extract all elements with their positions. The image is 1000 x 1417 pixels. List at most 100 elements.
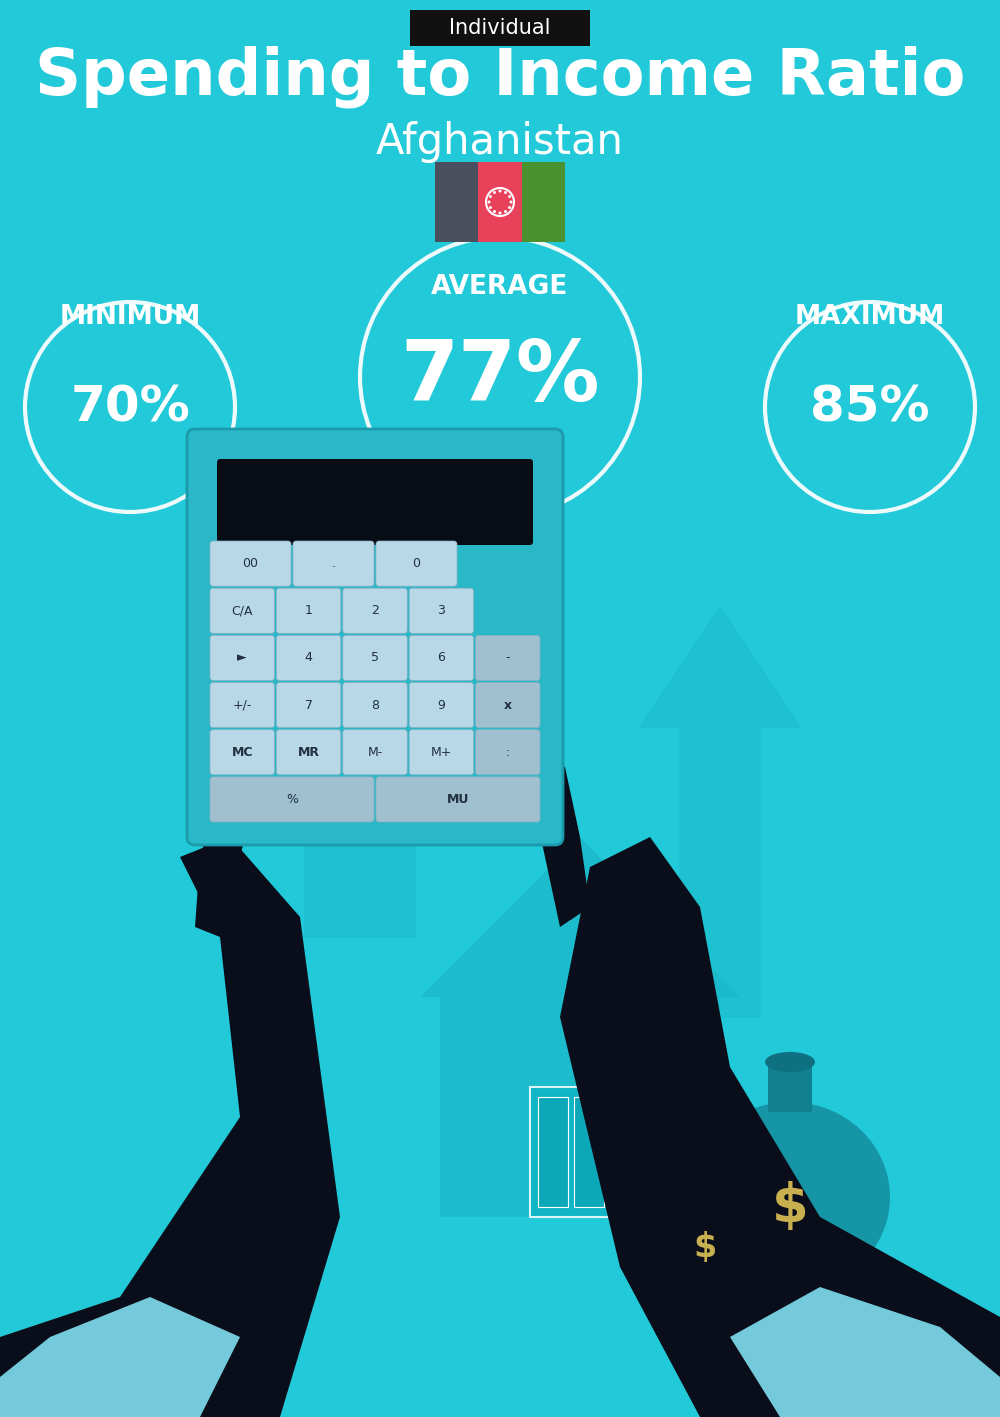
Text: Spending to Income Ratio: Spending to Income Ratio <box>35 45 965 108</box>
Bar <box>530 1087 610 1217</box>
Text: ►: ► <box>237 652 247 665</box>
Polygon shape <box>640 606 800 1017</box>
Bar <box>435 162 478 242</box>
Bar <box>574 1097 604 1207</box>
Circle shape <box>504 191 507 194</box>
Text: x: x <box>504 699 512 711</box>
Text: 3: 3 <box>437 604 445 618</box>
FancyBboxPatch shape <box>476 683 540 728</box>
FancyBboxPatch shape <box>343 588 407 633</box>
Text: MAXIMUM: MAXIMUM <box>795 305 945 330</box>
Ellipse shape <box>765 1051 815 1073</box>
Text: 8: 8 <box>371 699 379 711</box>
FancyBboxPatch shape <box>276 683 341 728</box>
FancyBboxPatch shape <box>210 541 291 587</box>
Bar <box>665 1237 855 1248</box>
Text: .: . <box>332 557 336 570</box>
Text: 1: 1 <box>305 604 313 618</box>
Polygon shape <box>195 707 260 937</box>
Bar <box>665 1285 855 1297</box>
Circle shape <box>489 205 492 208</box>
Text: $: $ <box>693 1230 717 1264</box>
Bar <box>410 10 590 45</box>
FancyBboxPatch shape <box>276 730 341 775</box>
FancyBboxPatch shape <box>409 635 474 680</box>
FancyBboxPatch shape <box>217 459 533 546</box>
Bar <box>768 1061 812 1112</box>
Text: +/-: +/- <box>233 699 252 711</box>
Circle shape <box>493 191 496 194</box>
Text: Afghanistan: Afghanistan <box>376 120 624 163</box>
Bar <box>640 877 680 947</box>
FancyBboxPatch shape <box>343 683 407 728</box>
Bar <box>684 1152 716 1187</box>
Polygon shape <box>0 837 340 1417</box>
FancyBboxPatch shape <box>210 777 374 822</box>
Text: AVERAGE: AVERAGE <box>431 273 569 300</box>
Circle shape <box>508 205 511 208</box>
Text: 6: 6 <box>437 652 445 665</box>
Ellipse shape <box>635 1180 765 1304</box>
Text: C/A: C/A <box>231 604 253 618</box>
FancyBboxPatch shape <box>276 588 341 633</box>
Text: %: % <box>286 794 298 806</box>
Text: 2: 2 <box>371 604 379 618</box>
FancyBboxPatch shape <box>476 730 540 775</box>
Circle shape <box>493 210 496 213</box>
Text: 85%: 85% <box>810 383 930 431</box>
FancyBboxPatch shape <box>476 635 540 680</box>
Bar <box>440 998 720 1217</box>
Polygon shape <box>420 837 740 998</box>
Bar <box>522 162 565 242</box>
Circle shape <box>498 190 502 193</box>
FancyBboxPatch shape <box>210 635 274 680</box>
Text: M-: M- <box>367 745 383 758</box>
Ellipse shape <box>690 1102 890 1292</box>
Bar <box>538 1097 568 1207</box>
FancyBboxPatch shape <box>210 588 274 633</box>
Circle shape <box>489 196 492 198</box>
Polygon shape <box>530 757 590 927</box>
FancyBboxPatch shape <box>210 683 274 728</box>
Text: 0: 0 <box>413 557 420 570</box>
Bar <box>665 1272 855 1285</box>
FancyBboxPatch shape <box>409 730 474 775</box>
Polygon shape <box>0 1297 240 1417</box>
Bar <box>665 1213 855 1226</box>
Text: 70%: 70% <box>70 383 190 431</box>
Text: -: - <box>506 652 510 665</box>
Text: Individual: Individual <box>449 18 551 38</box>
Bar <box>665 1226 855 1237</box>
Polygon shape <box>250 547 470 937</box>
Text: MINIMUM: MINIMUM <box>59 305 201 330</box>
Circle shape <box>510 200 512 204</box>
Text: 4: 4 <box>305 652 313 665</box>
Text: MC: MC <box>231 745 253 758</box>
FancyBboxPatch shape <box>376 777 540 822</box>
Text: 77%: 77% <box>400 336 600 418</box>
Bar <box>665 1248 855 1261</box>
Bar <box>665 1261 855 1272</box>
FancyBboxPatch shape <box>376 541 457 587</box>
FancyBboxPatch shape <box>343 635 407 680</box>
Text: 00: 00 <box>242 557 258 570</box>
Text: 5: 5 <box>371 652 379 665</box>
Bar <box>665 1178 855 1189</box>
Bar <box>665 1202 855 1213</box>
Circle shape <box>488 200 490 204</box>
Polygon shape <box>730 1287 1000 1417</box>
FancyBboxPatch shape <box>187 429 563 845</box>
Text: MR: MR <box>298 745 320 758</box>
Text: $: $ <box>772 1180 808 1233</box>
Text: M+: M+ <box>431 745 452 758</box>
FancyBboxPatch shape <box>343 730 407 775</box>
Bar <box>478 162 522 242</box>
Polygon shape <box>560 837 1000 1417</box>
FancyBboxPatch shape <box>276 635 341 680</box>
Text: 9: 9 <box>437 699 445 711</box>
Bar <box>665 1189 855 1202</box>
Circle shape <box>498 211 502 214</box>
Text: MU: MU <box>447 794 469 806</box>
Text: :: : <box>506 745 510 758</box>
FancyBboxPatch shape <box>210 730 274 775</box>
